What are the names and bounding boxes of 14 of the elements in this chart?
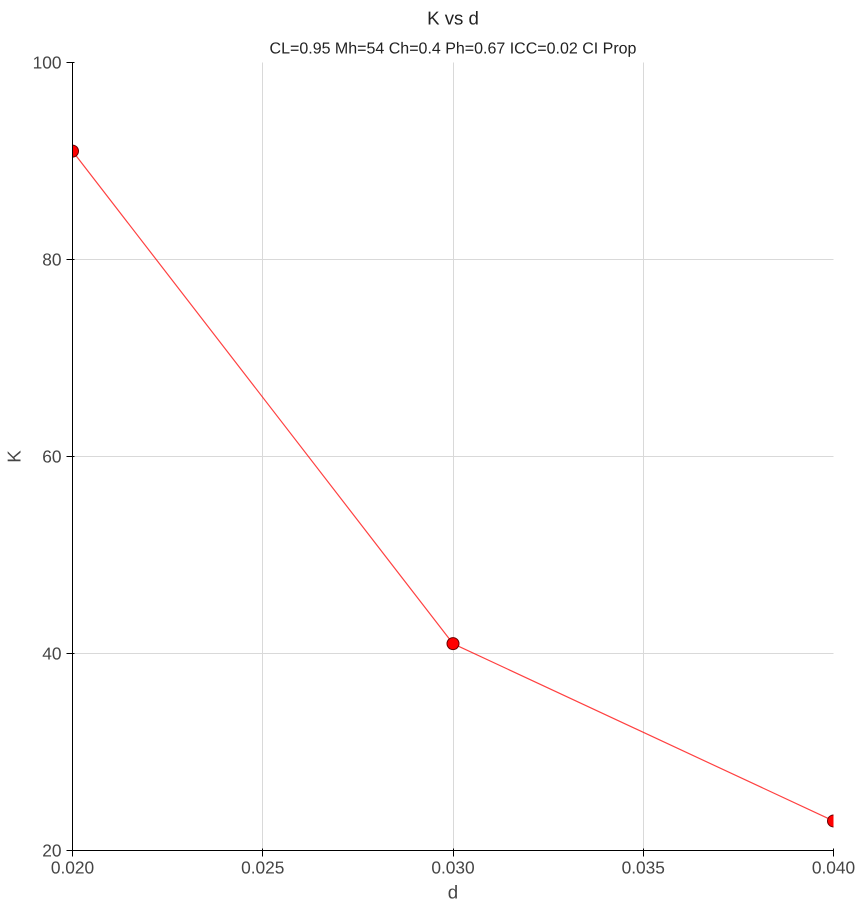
y-tick-label: 40 [42,644,62,664]
y-axis-title: K [4,450,25,463]
x-axis-title: d [448,882,458,902]
y-tick-label: 20 [42,840,62,860]
x-tick-label: 0.040 [812,858,856,878]
y-tick-label: 60 [42,446,62,466]
x-tick-label: 0.035 [622,858,665,878]
x-tick-label: 0.020 [50,858,94,878]
y-tick-label: 100 [32,52,62,72]
x-tick-label: 0.030 [431,858,475,878]
x-tick-label: 0.025 [241,858,284,878]
chart-subtitle: CL=0.95 Mh=54 Ch=0.4 Ph=0.67 ICC=0.02 CI Prop [270,40,637,58]
y-tick-label: 80 [42,250,62,270]
chart-title: K vs d [427,8,479,28]
